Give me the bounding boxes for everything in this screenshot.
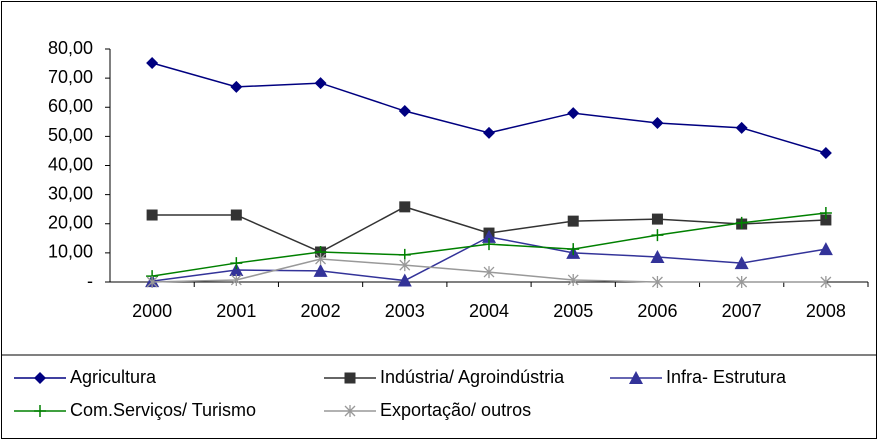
data-point — [650, 249, 665, 263]
data-point — [567, 215, 579, 227]
x-tick-label: 2004 — [469, 301, 509, 321]
x-tick-label: 2007 — [722, 301, 762, 321]
data-point — [313, 263, 328, 277]
data-point — [230, 257, 243, 270]
data-point — [146, 209, 158, 221]
data-point — [229, 263, 244, 277]
x-tick-label: 2001 — [216, 301, 256, 321]
data-point — [820, 214, 832, 226]
y-tick-label: - — [87, 271, 93, 291]
y-tick-label: 40,00 — [48, 154, 93, 174]
data-point — [399, 259, 411, 272]
x-tick-label: 2008 — [806, 301, 846, 321]
legend-marker — [34, 372, 46, 384]
data-point — [314, 77, 327, 90]
y-tick-label: 20,00 — [48, 213, 93, 233]
legend-label: Exportação/ outros — [380, 400, 531, 420]
x-tick-label: 2003 — [385, 301, 425, 321]
legend-label: Com.Serviços/ Turismo — [70, 400, 256, 420]
data-point — [735, 121, 748, 134]
data-point — [399, 201, 411, 213]
y-tick-label: 70,00 — [48, 67, 93, 87]
data-point — [651, 229, 664, 242]
data-point — [398, 248, 411, 261]
legend-marker — [34, 405, 46, 417]
legend-marker — [344, 372, 356, 384]
x-tick-label: 2006 — [637, 301, 677, 321]
data-point — [146, 276, 158, 288]
data-point — [483, 126, 495, 139]
data-point — [483, 266, 495, 279]
data-point — [482, 229, 496, 243]
data-point — [736, 276, 748, 288]
data-point — [651, 116, 664, 129]
data-point — [567, 107, 580, 120]
data-point — [820, 276, 832, 288]
data-point — [483, 238, 495, 251]
data-point — [819, 146, 832, 159]
data-point — [735, 216, 748, 229]
x-tick-label: 2000 — [132, 301, 172, 321]
data-point — [734, 256, 749, 270]
data-point — [567, 243, 580, 256]
data-point — [397, 273, 412, 287]
y-tick-label: 50,00 — [48, 125, 93, 145]
legend-marker — [629, 371, 643, 384]
data-point — [315, 252, 327, 265]
data-point — [651, 213, 663, 225]
data-point — [567, 273, 579, 286]
x-tick-label: 2005 — [553, 301, 593, 321]
data-point — [818, 242, 833, 256]
data-point — [230, 209, 242, 221]
data-point — [146, 56, 159, 69]
data-point — [230, 80, 243, 93]
legend-label: Indústria/ Agroindústria — [380, 367, 565, 387]
data-point — [819, 206, 832, 219]
y-tick-label: 30,00 — [48, 183, 93, 203]
x-tick-label: 2002 — [301, 301, 341, 321]
legend-label: Agricultura — [70, 367, 157, 387]
data-point — [651, 276, 663, 288]
y-tick-label: 80,00 — [48, 38, 93, 58]
y-tick-label: 60,00 — [48, 96, 93, 116]
data-point — [398, 105, 411, 118]
legend-marker — [344, 405, 356, 417]
data-point — [230, 273, 242, 286]
legend-label: Infra- Estrutura — [666, 367, 787, 387]
y-tick-label: 10,00 — [48, 242, 93, 262]
